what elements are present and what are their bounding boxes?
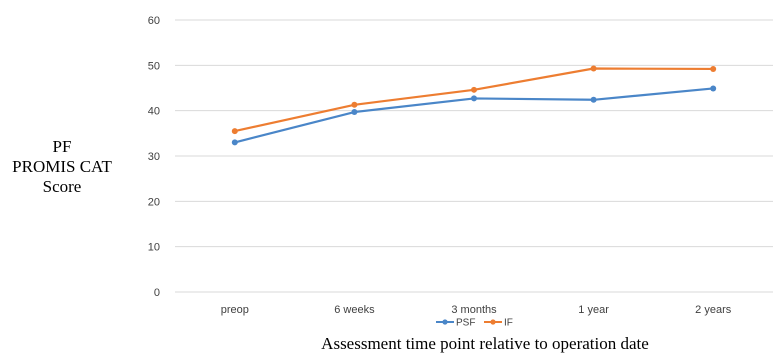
point-IF-1 (351, 101, 358, 108)
point-PSF-0 (231, 139, 238, 146)
x-tick-4: 2 years (695, 304, 732, 316)
x-tick-0: preop (221, 304, 249, 316)
point-IF-3 (590, 65, 597, 72)
point-PSF-2 (471, 95, 477, 102)
point-IF-0 (231, 128, 238, 135)
y-axis-title-line-2: Score (43, 177, 82, 196)
y-axis-title: PF PROMIS CAT Score (12, 137, 112, 196)
y-tick-20: 20 (148, 196, 160, 208)
legend-marker-IF (490, 319, 496, 325)
point-IF-4 (710, 65, 717, 72)
y-tick-50: 50 (148, 60, 160, 72)
x-tick-1: 6 weeks (334, 304, 375, 316)
point-IF-2 (471, 86, 477, 93)
y-tick-0: 0 (154, 287, 160, 299)
legend-label-PSF: PSF (456, 318, 475, 329)
gridlines (175, 19, 773, 293)
x-tick-labels: preop 6 weeks 3 months 1 year 2 years (221, 304, 732, 316)
y-tick-30: 30 (148, 151, 160, 163)
point-PSF-1 (351, 109, 358, 116)
y-axis-title-line-0: PF (53, 137, 72, 156)
x-tick-2: 3 months (451, 304, 497, 316)
legend-label-IF: IF (504, 318, 513, 329)
y-tick-40: 40 (148, 106, 160, 118)
point-PSF-3 (590, 96, 597, 103)
y-tick-10: 10 (148, 242, 160, 254)
series-group (231, 65, 717, 146)
legend: PSF IF (436, 318, 513, 329)
y-tick-labels: 0 10 20 30 40 50 60 (148, 15, 160, 299)
y-axis-title-line-1: PROMIS CAT (12, 157, 112, 176)
x-axis-title: Assessment time point relative to operat… (321, 334, 649, 353)
point-PSF-4 (710, 85, 717, 92)
y-tick-60: 60 (148, 15, 160, 27)
legend-marker-PSF (442, 319, 448, 325)
x-tick-3: 1 year (578, 304, 609, 316)
